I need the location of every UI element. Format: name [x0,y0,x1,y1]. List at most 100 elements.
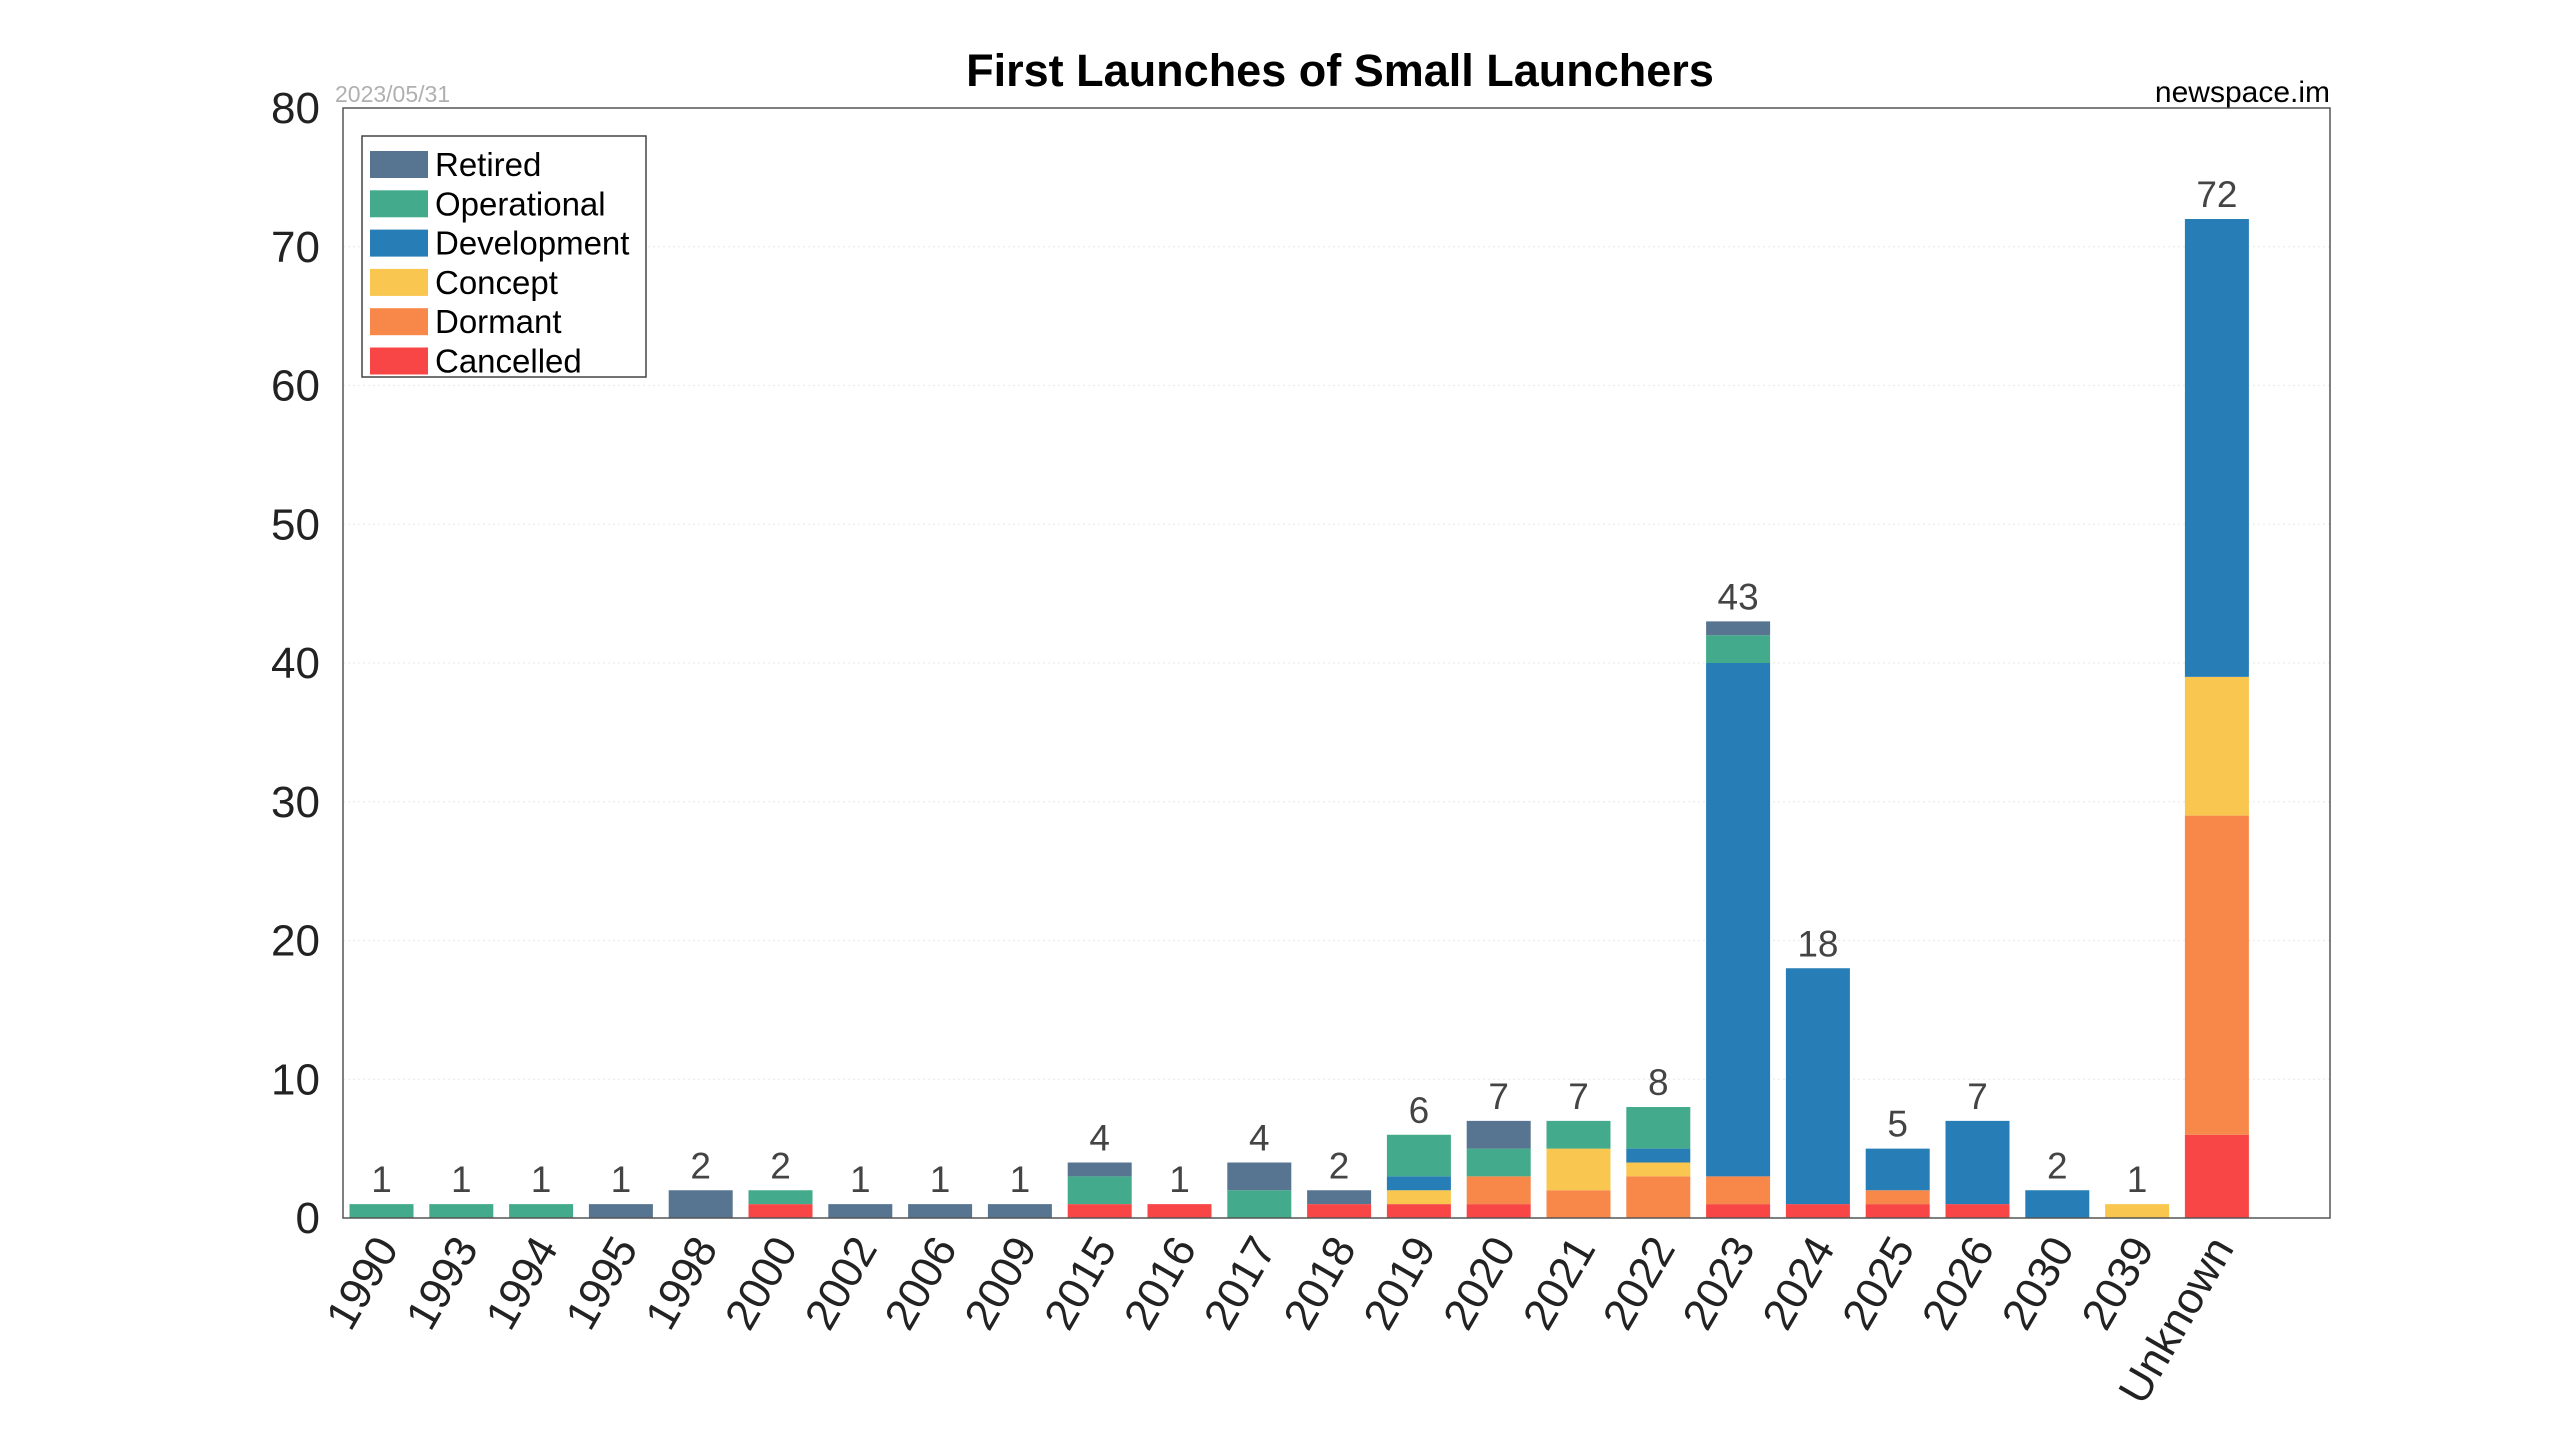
bar-segment-retired [588,1204,653,1218]
y-axis-ticks: 0 10 20 30 40 50 60 70 80 [271,84,320,1243]
legend-label-dormant: Dormant [435,303,562,340]
x-axis-ticks: 1990199319941995199820002002200620092015… [317,1229,2244,1412]
bar-segment-operational [1466,1148,1531,1177]
legend-label-operational: Operational [435,185,606,222]
legend-label-retired: Retired [435,146,541,183]
chart-date: 2023/05/31 [335,81,450,107]
bar-segment-operational [429,1204,494,1218]
x-tick-label: 2023 [1673,1229,1764,1338]
bar-total-label: 72 [2196,174,2237,215]
y-tick-label: 20 [271,917,320,966]
x-tick-label: 2000 [716,1229,807,1338]
legend-label-development: Development [435,225,629,262]
bar-segment-dormant [1865,1190,1930,1205]
bar-segment-concept [1386,1190,1451,1205]
bar-segment-retired [987,1204,1052,1218]
bar-segment-cancelled [1466,1204,1531,1218]
bar-segment-development [1785,968,1850,1205]
bar-segment-cancelled [1067,1204,1132,1218]
legend-label-cancelled: Cancelled [435,343,582,380]
x-tick-label: 2024 [1753,1229,1844,1338]
legend-swatch-operational [370,190,428,218]
plot-frame [342,107,2331,1219]
x-tick-label: 2019 [1354,1229,1445,1338]
bar-segment-retired [1706,621,1771,636]
x-tick-label: 2006 [875,1229,966,1338]
bar-segment-retired [828,1204,893,1218]
legend-swatch-cancelled [370,347,428,375]
y-tick-label: 60 [271,362,320,411]
bar-total-label: 7 [1488,1076,1509,1117]
x-tick-label: 2026 [1913,1229,2004,1338]
bar-segment-development [1706,663,1771,1177]
x-tick-label: 2018 [1274,1229,1365,1338]
bar-segment-retired [908,1204,973,1218]
bar-segment-development [1626,1148,1691,1163]
bar-segment-development [1945,1120,2010,1205]
bar-segment-development [1865,1148,1930,1191]
bar-segment-retired [1307,1190,1372,1205]
bar-segment-retired [1067,1162,1132,1177]
x-tick-label: 2016 [1115,1229,1206,1338]
bar-segment-concept [1626,1162,1691,1177]
bar-segment-dormant [2184,815,2249,1135]
bar-total-label: 6 [1409,1090,1430,1131]
bar-total-label: 1 [371,1159,392,1200]
x-tick-label: 1990 [317,1229,408,1338]
bar-segment-operational [748,1190,813,1205]
x-tick-label: 1998 [636,1229,727,1338]
bar-total-label: 1 [451,1159,472,1200]
bar-total-label: 7 [1967,1076,1988,1117]
legend-swatch-dormant [370,308,428,336]
bar-segment-dormant [1626,1176,1691,1218]
bar-segment-retired [1227,1162,1292,1191]
bar-segment-retired [1466,1120,1531,1149]
bar-total-label: 1 [2127,1159,2148,1200]
bar-total-label: 1 [1169,1159,1190,1200]
y-tick-label: 0 [296,1194,320,1243]
legend-swatch-retired [370,151,428,178]
bar-total-label: 2 [1329,1145,1350,1186]
y-tick-label: 50 [271,500,320,549]
y-tick-label: 80 [271,84,320,133]
bar-segment-operational [1546,1120,1611,1149]
x-tick-label: 2002 [796,1229,887,1338]
bar-segment-dormant [1546,1190,1611,1218]
bar-segment-operational [349,1204,414,1218]
bar-segment-concept [1546,1148,1611,1191]
x-tick-label: 2021 [1514,1229,1605,1338]
bar-segment-cancelled [1785,1204,1850,1218]
bar-segment-development [2025,1190,2090,1218]
y-tick-label: 10 [271,1055,320,1104]
bar-total-label: 18 [1797,923,1838,964]
y-tick-label: 40 [271,639,320,688]
bar-segment-concept [2184,676,2249,816]
x-tick-label: 2015 [1035,1229,1126,1338]
bar-segment-dormant [1706,1176,1771,1205]
bar-segment-cancelled [1865,1204,1930,1218]
bar-segment-operational [1067,1176,1132,1205]
y-tick-label: 30 [271,778,320,827]
x-tick-label: 1994 [476,1229,567,1338]
bar-segment-retired [668,1190,733,1218]
bar-total-label: 8 [1648,1062,1669,1103]
bars [349,219,2249,1218]
bar-total-label: 1 [1010,1159,1031,1200]
y-tick-label: 70 [271,223,320,272]
bar-segment-cancelled [1945,1204,2010,1218]
bar-segment-cancelled [1386,1204,1451,1218]
bar-segment-cancelled [2184,1134,2249,1218]
bar-segment-cancelled [748,1204,813,1218]
bar-segment-cancelled [1147,1204,1212,1218]
bar-total-label: 7 [1568,1076,1589,1117]
legend-label-concept: Concept [435,264,558,301]
legend: RetiredOperationalDevelopmentConceptDorm… [361,135,647,380]
bar-segment-operational [1626,1107,1691,1149]
x-tick-label: 2020 [1434,1229,1525,1338]
x-tick-label: 2025 [1833,1229,1924,1338]
legend-swatch-concept [370,268,428,296]
x-tick-label: 2009 [955,1229,1046,1338]
bar-segment-operational [1386,1134,1451,1177]
